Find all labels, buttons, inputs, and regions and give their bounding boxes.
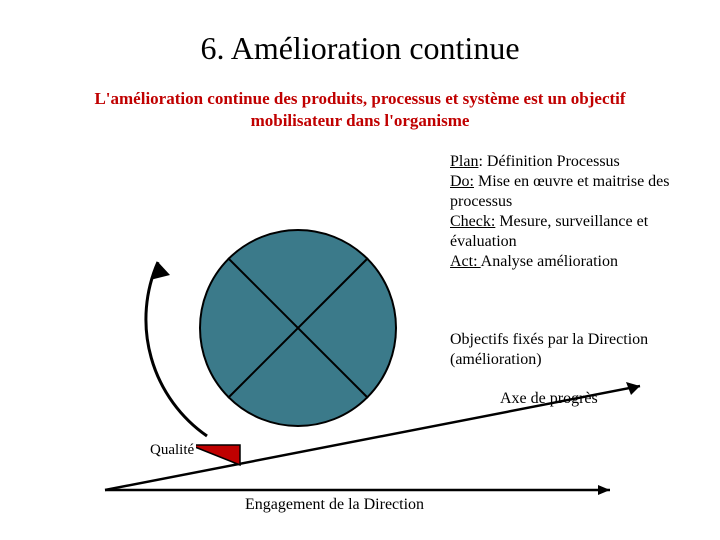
cycle-arrow-path bbox=[146, 262, 207, 436]
slide-root: 6. Amélioration continue L'amélioration … bbox=[0, 0, 720, 540]
wedge-triangle bbox=[190, 445, 240, 465]
cycle-arrow-group bbox=[146, 262, 207, 436]
incline-group bbox=[105, 382, 640, 495]
pdca-wheel bbox=[200, 230, 396, 426]
incline-slope bbox=[105, 386, 640, 490]
incline-base-arrowhead bbox=[598, 485, 610, 495]
qualite-label: Qualité bbox=[148, 442, 196, 459]
diagram-svg bbox=[0, 0, 720, 540]
